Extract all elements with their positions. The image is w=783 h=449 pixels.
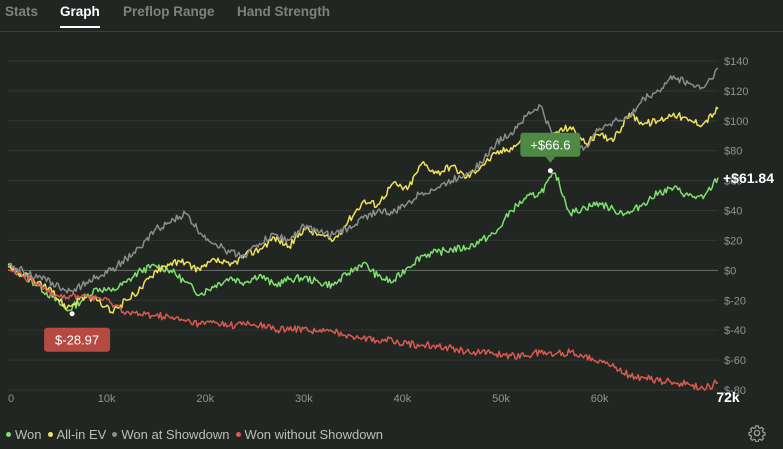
series-line — [7, 172, 719, 312]
series-line — [7, 67, 719, 294]
y-tick-label: $0 — [724, 265, 736, 277]
y-tick-label: $100 — [724, 116, 748, 128]
x-tick-label: 60k — [591, 393, 609, 405]
y-tick-label: $-60 — [724, 355, 746, 367]
y-tick-label: $-80 — [724, 385, 746, 397]
y-tick-label: $120 — [724, 86, 748, 98]
legend-item[interactable]: Won — [6, 427, 42, 442]
legend-item[interactable]: All-in EV — [47, 427, 107, 442]
y-tick-label: $140 — [724, 56, 748, 68]
legend-item[interactable]: Won without Showdown — [235, 427, 384, 442]
legend-label: Won at Showdown — [121, 427, 230, 442]
y-tick-label: $-20 — [724, 295, 746, 307]
y-tick-label: $40 — [724, 206, 742, 218]
y-tick-label: $80 — [724, 146, 742, 158]
tab-preflop-range[interactable]: Preflop Range — [123, 4, 215, 19]
x-tick-label: 0 — [8, 393, 14, 405]
annotation-label: $-28.97 — [55, 333, 99, 348]
tab-bar: Stats Graph Preflop Range Hand Strength — [0, 0, 783, 32]
legend-label: Won — [15, 427, 42, 442]
legend-color-dot — [112, 432, 118, 438]
x-tick-label: 10k — [98, 393, 116, 405]
legend-item[interactable]: Won at Showdown — [112, 427, 230, 442]
tab-hand-strength[interactable]: Hand Strength — [237, 4, 330, 19]
y-tick-label: $20 — [724, 235, 742, 247]
annotation-pointer — [545, 156, 556, 163]
legend-color-dot — [47, 432, 53, 438]
data-point-marker — [69, 311, 75, 317]
series-line — [7, 106, 719, 314]
gear-icon[interactable] — [748, 424, 766, 442]
x-tick-label: 20k — [196, 393, 214, 405]
series-line — [8, 269, 719, 391]
y-tick-label: $-40 — [724, 325, 746, 337]
tab-stats[interactable]: Stats — [5, 4, 39, 19]
x-tick-label: 40k — [394, 393, 412, 405]
chart-legend: Won All-in EV Won at Showdown Won without S… — [6, 427, 389, 442]
annotation-badge — [44, 327, 111, 352]
annotation-badge — [520, 132, 581, 157]
legend-label: All-in EV — [56, 427, 107, 442]
data-point-marker — [547, 168, 553, 174]
legend-label: Won without Showdown — [244, 427, 384, 442]
x-tick-label: 50k — [492, 393, 510, 405]
legend-color-dot — [6, 432, 11, 438]
profit-graph-chart: $140 $120 $100 $80 $60 $40 $20 $0 $-20 $-40 $-60 $-… — [7, 56, 774, 405]
annotation-label: +$66.6 — [530, 138, 570, 153]
final-value-label: +$61.84 — [723, 170, 774, 186]
x-tick-label: 72k — [716, 389, 740, 405]
tab-graph[interactable]: Graph — [60, 4, 100, 28]
legend-color-dot — [235, 432, 241, 438]
y-tick-label: $60 — [724, 176, 742, 188]
x-tick-label: 30k — [295, 393, 313, 405]
